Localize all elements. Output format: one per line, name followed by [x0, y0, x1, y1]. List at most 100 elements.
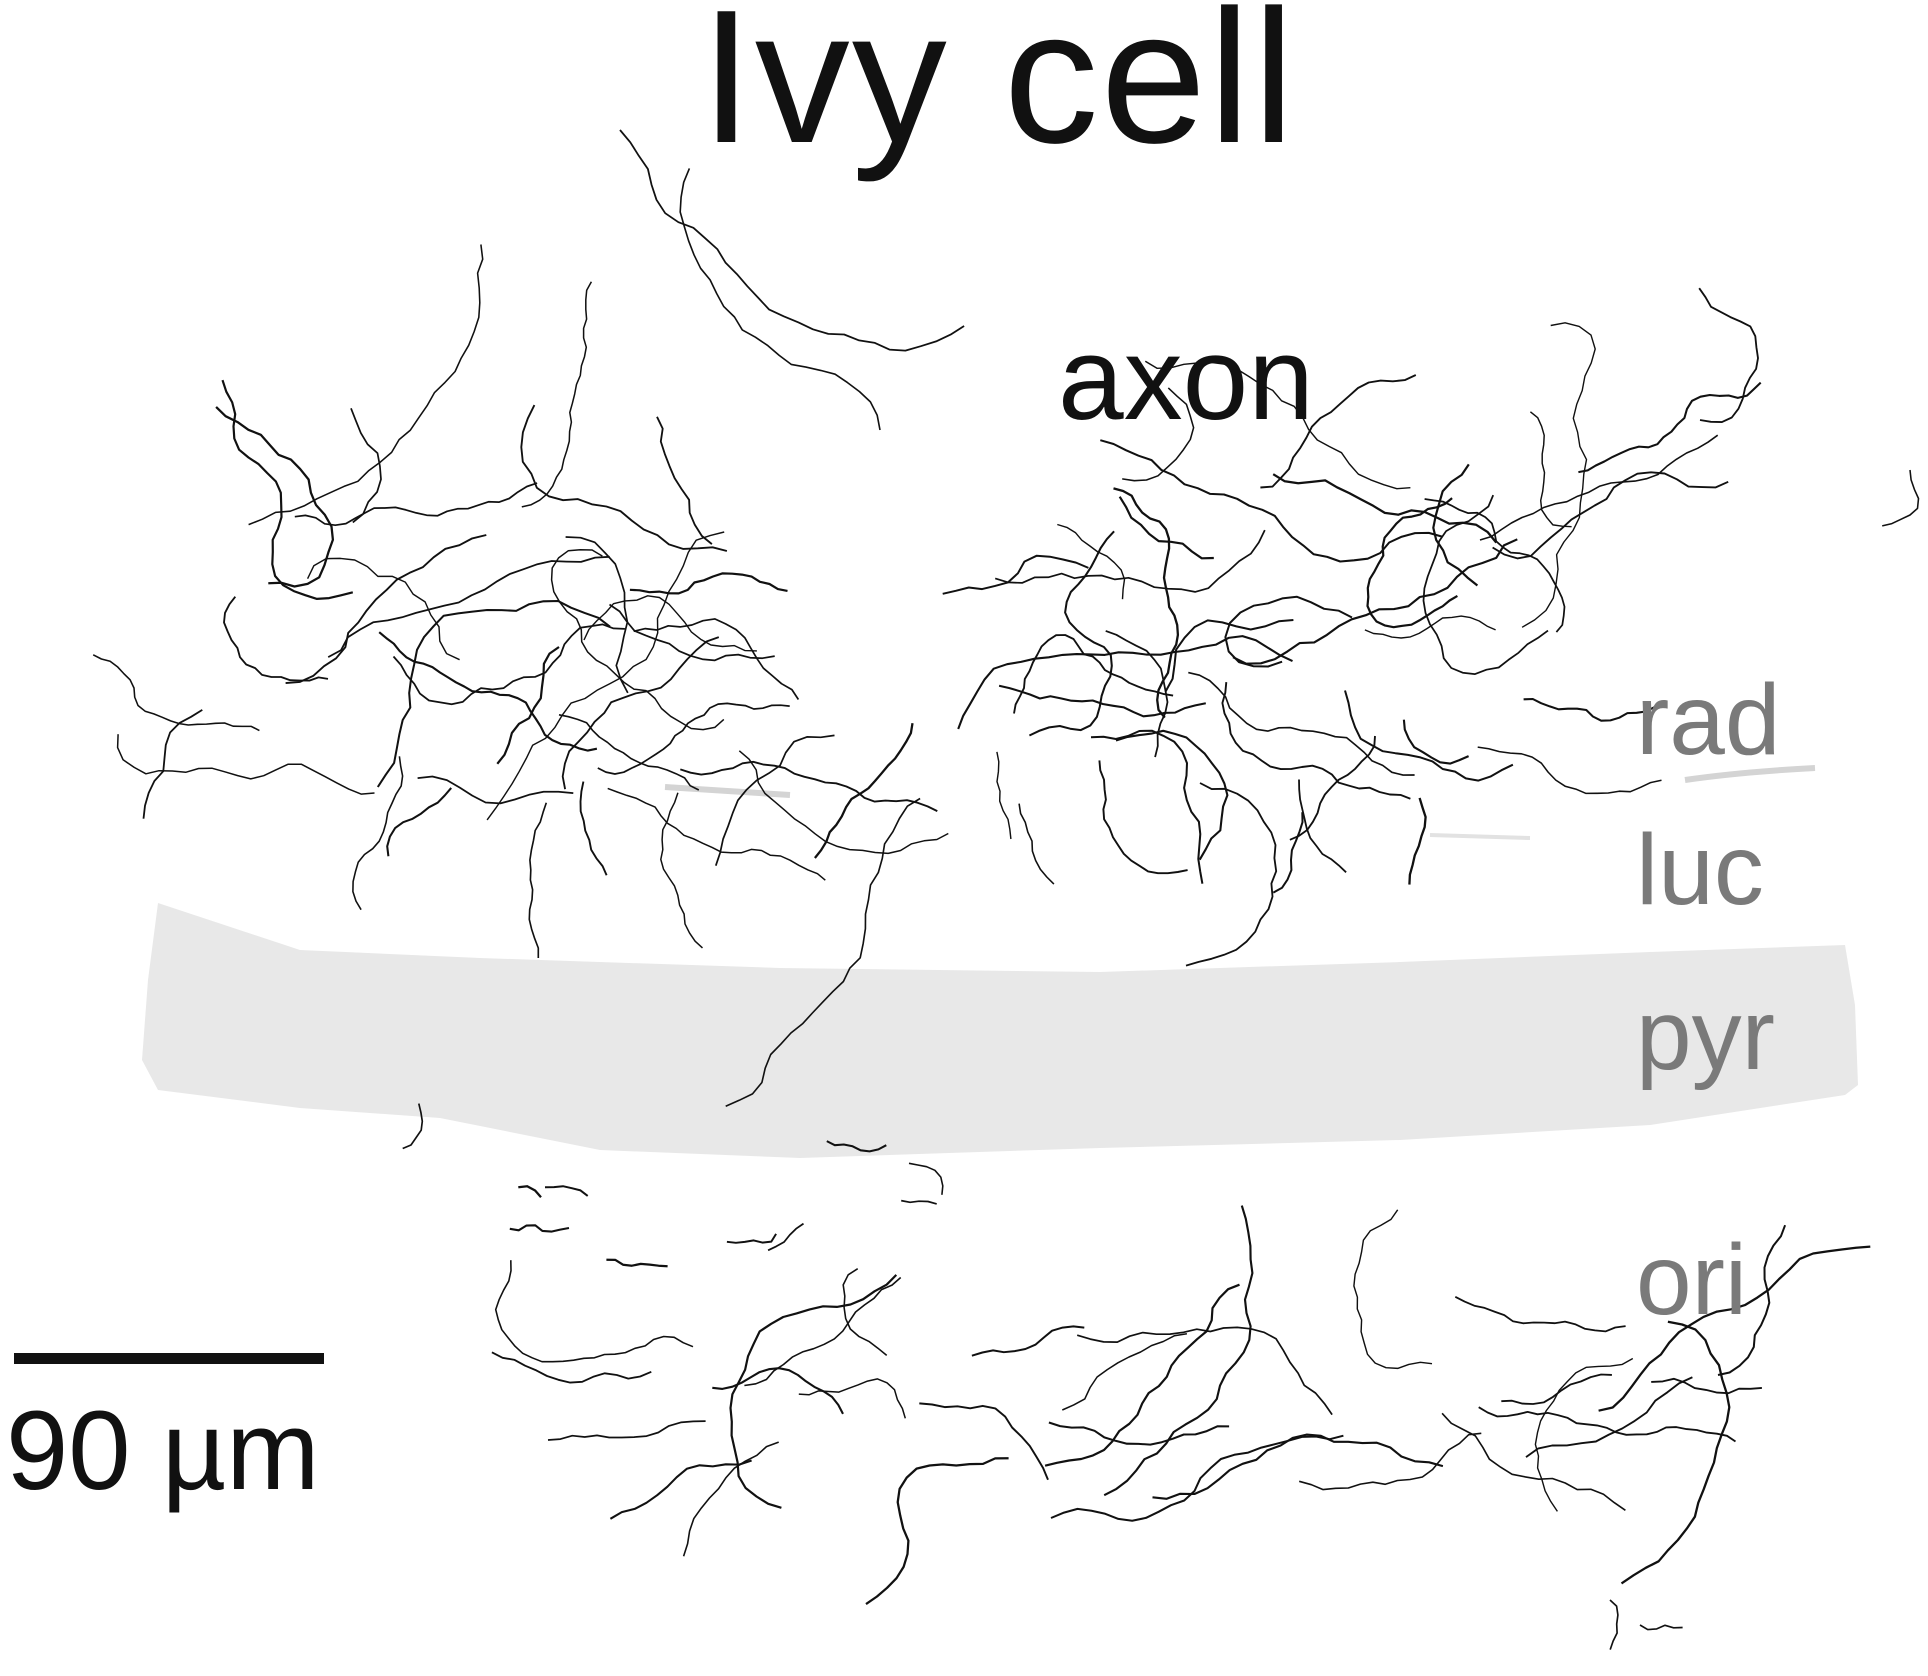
axon-branch	[579, 781, 608, 876]
axon-branch	[558, 714, 700, 791]
axon-branch	[1115, 729, 1229, 861]
axon-branch	[1344, 690, 1514, 782]
axon-branch	[294, 482, 538, 527]
axon-branch	[1289, 735, 1376, 841]
axon-branch	[561, 636, 720, 790]
axon-branch	[1364, 615, 1496, 639]
axon-branch	[352, 756, 404, 911]
axon-branch	[729, 1274, 898, 1509]
axon-branch	[901, 1199, 937, 1205]
axon-branch	[908, 1162, 944, 1195]
axon-branch	[998, 684, 1207, 718]
axon-branch	[1717, 1224, 1787, 1376]
axon-branch	[744, 1276, 902, 1387]
axon-branch	[1353, 1209, 1433, 1370]
axon-branch	[633, 618, 800, 700]
axon-branch	[1028, 530, 1115, 737]
axon-branch	[607, 787, 826, 881]
pyramidal-layer-band	[142, 903, 1858, 1158]
axon-branch	[919, 1402, 1049, 1481]
axon-branch	[518, 1185, 542, 1198]
axon-branch	[1050, 1434, 1344, 1522]
axon-branch	[1122, 387, 1195, 482]
layer-label-luc: luc	[1636, 814, 1764, 926]
axon-branch	[996, 751, 1012, 840]
axon-branch	[609, 1459, 752, 1520]
axon-branch	[798, 1378, 907, 1419]
axon-branch	[842, 1268, 888, 1357]
layer-label-rad: rad	[1636, 664, 1781, 776]
axon-branch	[92, 654, 260, 732]
axon-branch	[1100, 439, 1443, 563]
axon-branch	[417, 775, 574, 805]
axon-branch	[1057, 523, 1126, 600]
axon-branch	[1478, 1406, 1737, 1443]
axon-branch	[1048, 1421, 1230, 1446]
axon-branch	[1298, 1432, 1482, 1491]
layer-label-ori: ori	[1636, 1224, 1748, 1336]
axon-branch	[1018, 803, 1055, 885]
axon-branch	[1366, 497, 1458, 629]
axon-branch	[378, 631, 598, 752]
axon-branch	[1598, 1245, 1871, 1412]
axon-branch	[656, 416, 713, 545]
axon-branch	[1164, 618, 1294, 693]
scale-bar	[14, 1353, 324, 1364]
axon-branch	[1501, 1373, 1612, 1405]
axon-branch	[223, 596, 329, 682]
axon-branch	[767, 1222, 804, 1252]
axon-branch	[116, 734, 375, 795]
axon-branch	[1188, 671, 1415, 776]
axon-branch	[1232, 538, 1518, 665]
axon-branch	[1076, 1326, 1333, 1416]
axon-branch	[1221, 682, 1411, 800]
axon-branch	[1098, 760, 1188, 875]
axon-branch	[1090, 729, 1204, 884]
axon-branch	[1402, 719, 1470, 765]
axon-branch	[1454, 1296, 1626, 1333]
axon-branch	[1609, 1599, 1619, 1650]
axon-branch	[1113, 487, 1180, 719]
axon-branch	[386, 787, 452, 857]
axon-branch	[1620, 1320, 1731, 1585]
axon-branch	[565, 536, 629, 694]
axon-branch	[1105, 630, 1169, 758]
axon-branch	[865, 1457, 1009, 1606]
axon-branch	[1298, 779, 1347, 873]
axon-branch	[1224, 595, 1353, 668]
axon-branch	[714, 734, 835, 866]
axon-branch	[306, 557, 460, 661]
rad-luc-boundary-line	[664, 784, 791, 798]
axon-branch	[1523, 697, 1663, 722]
figure-title: Ivy cell	[700, 0, 1297, 183]
axon-branch	[1013, 634, 1174, 714]
axon-branch	[826, 1140, 887, 1153]
axon-branch	[814, 723, 914, 859]
axon-branch	[142, 709, 203, 819]
axon-branch	[1272, 812, 1304, 894]
axon-branch	[1260, 374, 1417, 489]
layer-label-pyr: pyr	[1636, 979, 1775, 1091]
axon-branch	[1521, 322, 1596, 628]
axon-branch	[547, 1420, 706, 1441]
axon-branch	[629, 572, 788, 595]
axon-branch	[1651, 1377, 1762, 1395]
axon-branch	[491, 1351, 652, 1384]
axon-branch	[971, 1325, 1085, 1357]
axon-branch	[327, 555, 610, 658]
axon-branch	[1639, 1624, 1683, 1631]
axon-branch	[544, 1185, 589, 1197]
axon-branch	[1432, 463, 1479, 587]
axon-branch	[494, 1260, 694, 1363]
axon-branch	[520, 404, 728, 552]
axon-branch	[1061, 1332, 1188, 1411]
axon-branch	[1144, 360, 1411, 490]
axon-branch	[994, 529, 1266, 593]
axon-branch	[1422, 494, 1549, 675]
luc-pyr-boundary-line	[1429, 833, 1531, 840]
axon-branch	[221, 379, 354, 600]
rad-luc-boundary-line-right	[1684, 765, 1816, 783]
